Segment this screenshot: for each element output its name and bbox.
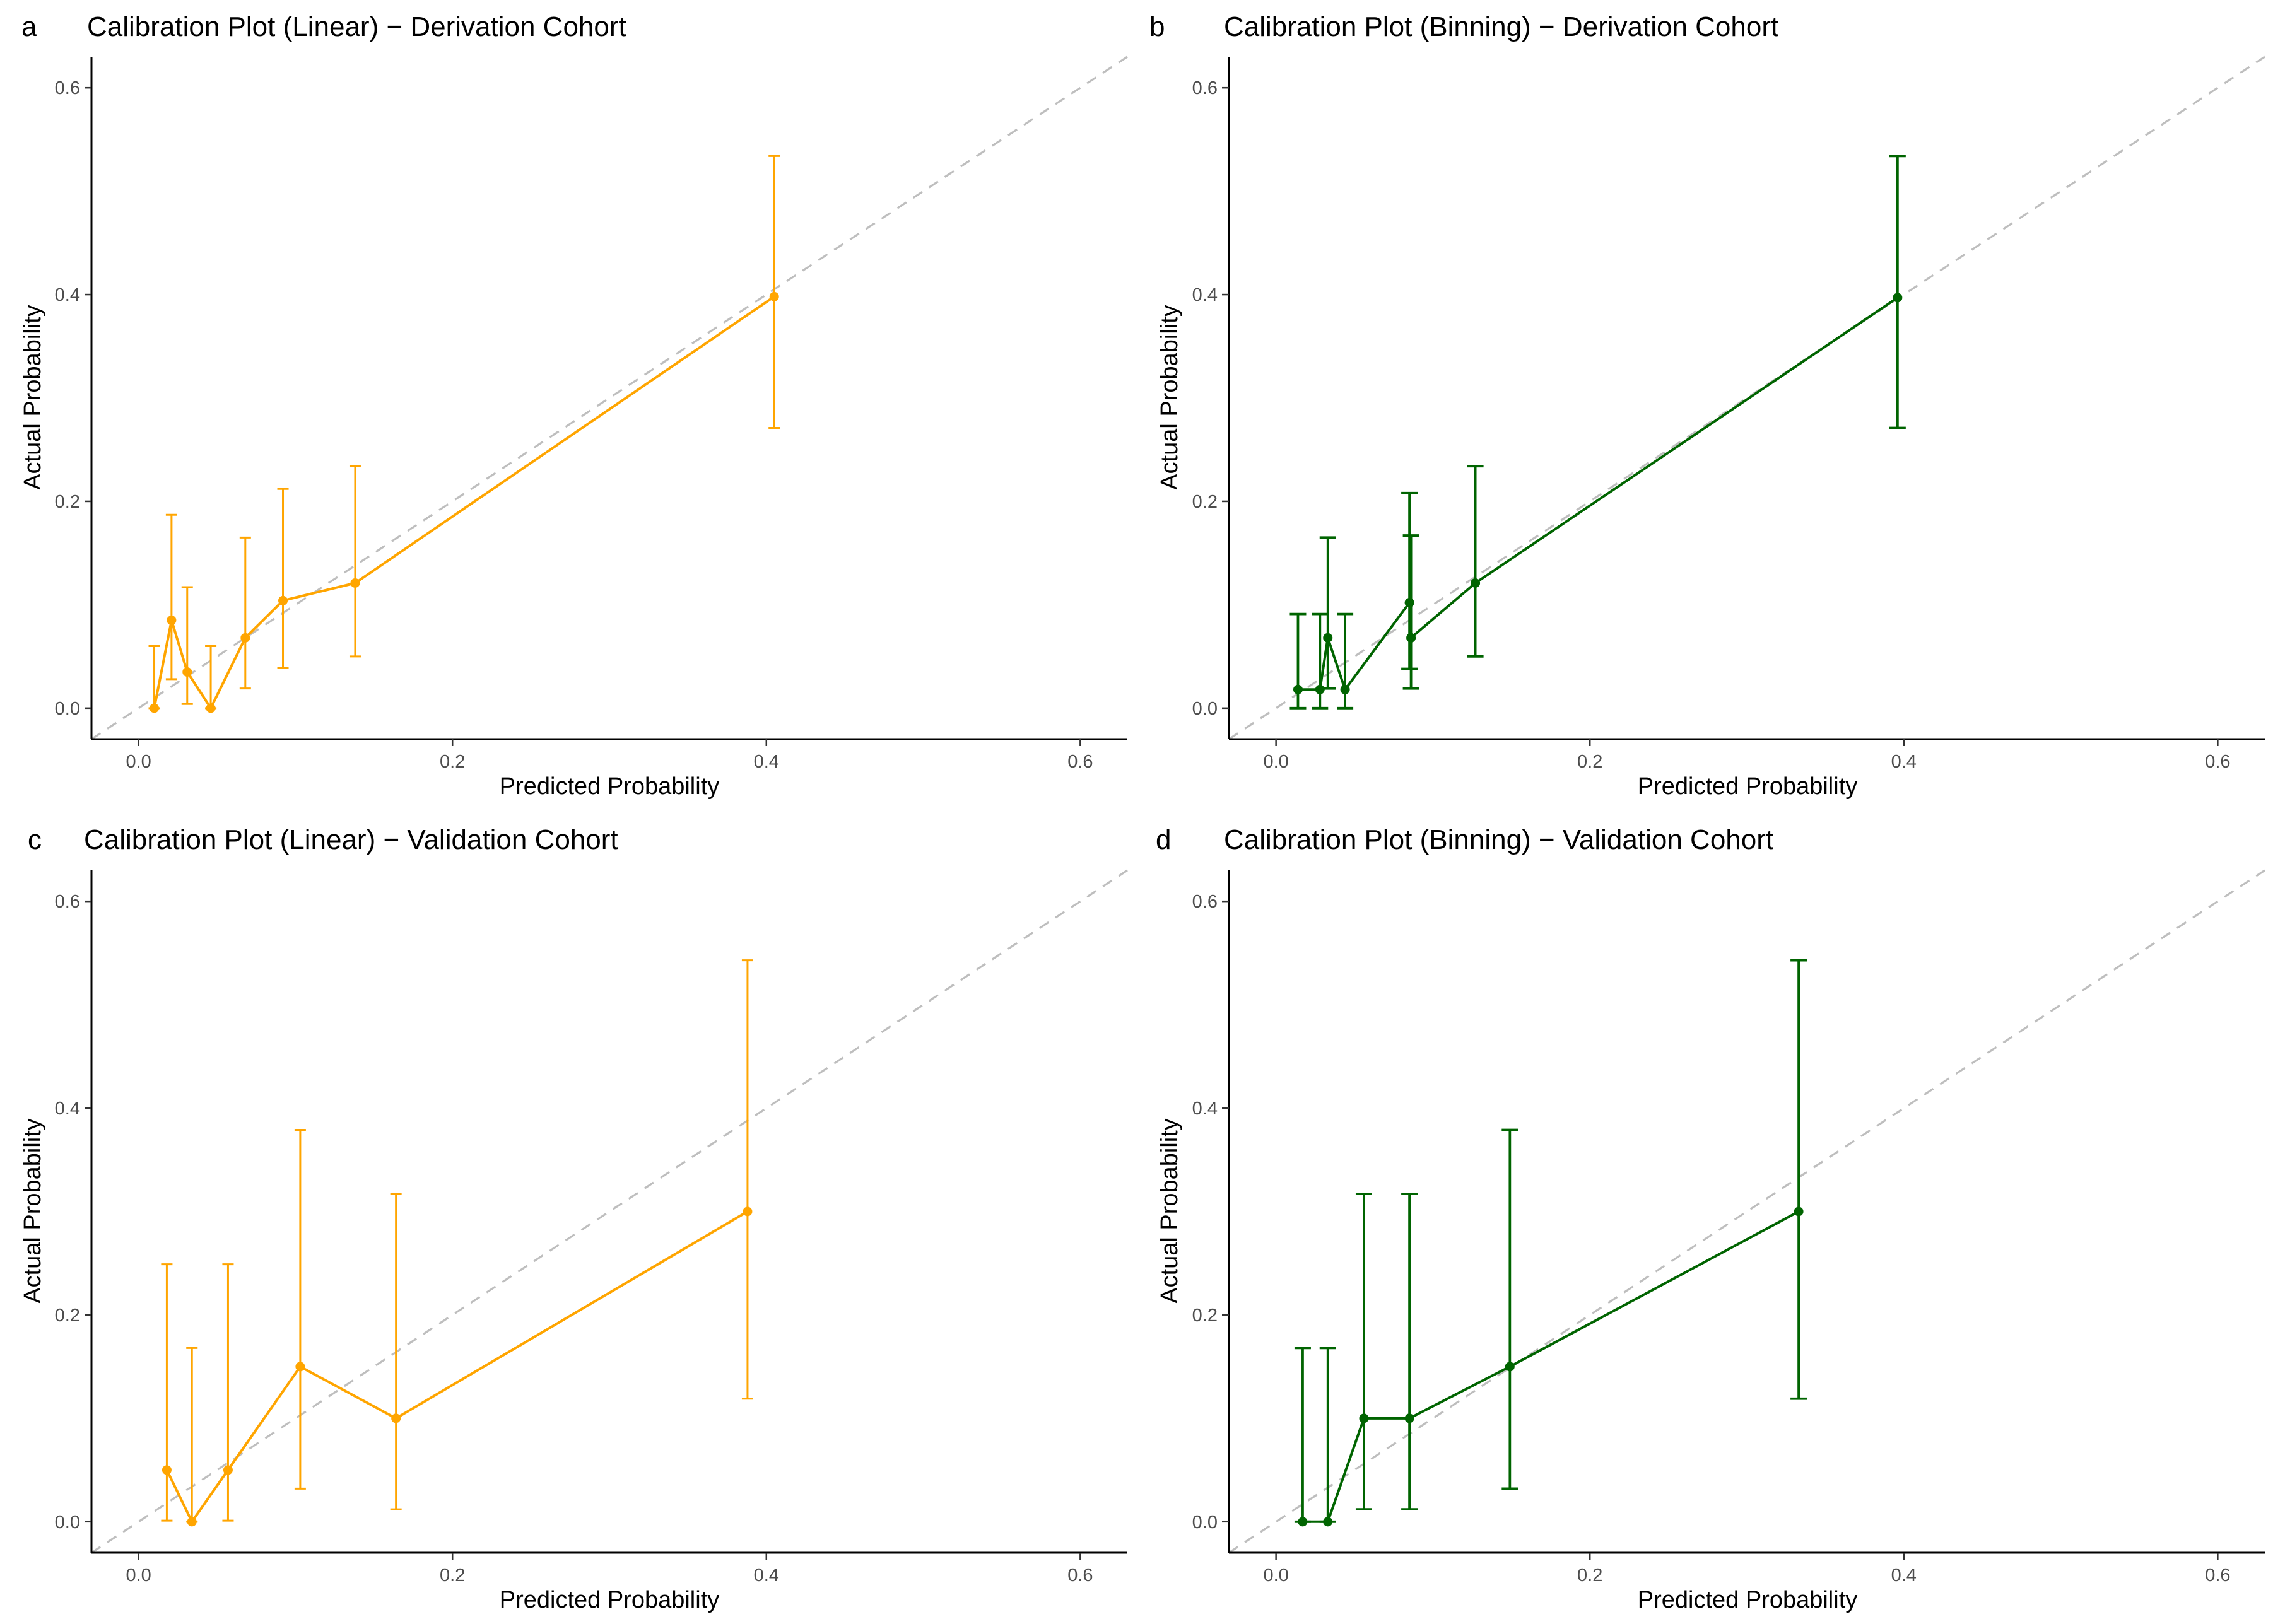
panel-b-point-4: [1404, 598, 1414, 608]
panel-c-xtick-label-2: 0.4: [754, 1565, 779, 1586]
panel-c-point-2: [223, 1465, 233, 1475]
panel-d-xtick-label-1: 0.2: [1577, 1565, 1602, 1586]
panel-c-xtick-label-1: 0.2: [440, 1565, 465, 1586]
panel-a-plot: 0.0 0.2 0.4 0.6 0.0 0.2 0.4 0.6: [55, 55, 1128, 772]
panel-b-xtick-label-2: 0.4: [1891, 752, 1917, 772]
panel-a-ylabel: Actual Probability: [20, 305, 46, 490]
panel-b-series-line: [1298, 296, 1898, 691]
panel-d-ytick-label-2: 0.4: [1192, 1099, 1218, 1119]
panel-b-ytick-label-3: 0.6: [1192, 78, 1218, 98]
panel-d: d Calibration Plot (Binning) − Validatio…: [1156, 824, 2265, 1613]
panel-b-point-1: [1315, 684, 1325, 694]
panel-b-xtick-label-0: 0.0: [1263, 752, 1288, 772]
panel-d-ylabel: Actual Probability: [1156, 1118, 1183, 1304]
panel-b-point-2: [1323, 633, 1333, 643]
panel-d-xtick-label-2: 0.4: [1891, 1565, 1917, 1586]
panel-c-ylabel: Actual Probability: [20, 1118, 46, 1304]
panel-c-point-0: [162, 1465, 172, 1475]
panel-a-point-7: [769, 291, 779, 301]
panel-c-xlabel: Predicted Probability: [500, 1587, 720, 1613]
panel-b-point-7: [1893, 293, 1903, 303]
panel-a-letter: a: [21, 11, 37, 42]
panel-d-title: Calibration Plot (Binning) − Validation …: [1224, 824, 1773, 855]
panel-b-point-5: [1406, 633, 1416, 643]
panel-b-xtick-label-3: 0.6: [2205, 752, 2230, 772]
panel-d-point-3: [1404, 1413, 1414, 1423]
panel-a-xtick-label-0: 0.0: [126, 752, 151, 772]
panel-a-ytick-label-2: 0.4: [55, 285, 80, 305]
panel-c-ytick-label-2: 0.4: [55, 1099, 80, 1119]
panel-d-point-2: [1359, 1413, 1369, 1423]
panel-a-point-6: [350, 578, 360, 588]
panel-c-series-line: [165, 1210, 748, 1523]
panel-b-ytick-label-2: 0.4: [1192, 285, 1218, 305]
panel-c-point-1: [187, 1517, 197, 1527]
panel-a-title: Calibration Plot (Linear) − Derivation C…: [87, 11, 626, 42]
panel-d-ytick-label-1: 0.2: [1192, 1306, 1218, 1326]
panel-d-point-1: [1323, 1517, 1333, 1527]
panel-c-point-4: [391, 1413, 401, 1423]
panel-a-point-5: [278, 595, 288, 605]
panel-c: c Calibration Plot (Linear) − Validation…: [20, 824, 1128, 1613]
panel-a-series-line: [153, 295, 775, 710]
panel-d-xtick-label-3: 0.6: [2205, 1565, 2230, 1586]
panel-a-xlabel: Predicted Probability: [500, 773, 720, 800]
panel-c-point-3: [295, 1362, 305, 1372]
panel-b-plot: 0.0 0.2 0.4 0.6 0.0 0.2 0.4 0.6: [1192, 55, 2265, 772]
panel-a-ytick-label-0: 0.0: [55, 699, 80, 719]
panel-c-ytick-label-0: 0.0: [55, 1512, 80, 1533]
panel-b-point-3: [1340, 684, 1350, 694]
panel-d-xlabel: Predicted Probability: [1638, 1587, 1858, 1613]
panel-b-letter: b: [1149, 11, 1165, 42]
panel-a: a Calibration Plot (Linear) − Derivation…: [20, 11, 1128, 800]
panel-c-ytick-label-1: 0.2: [55, 1306, 80, 1326]
panel-a-ytick-label-1: 0.2: [55, 492, 80, 512]
panel-d-point-0: [1298, 1517, 1308, 1527]
panel-b-title: Calibration Plot (Binning) − Derivation …: [1224, 11, 1778, 42]
panel-b-ylabel: Actual Probability: [1156, 305, 1183, 490]
panel-c-xtick-label-0: 0.0: [126, 1565, 151, 1586]
panel-c-title: Calibration Plot (Linear) − Validation C…: [84, 824, 618, 855]
panel-d-ytick-label-0: 0.0: [1192, 1512, 1218, 1533]
panel-d-xtick-label-0: 0.0: [1263, 1565, 1288, 1586]
panel-a-point-2: [182, 667, 192, 677]
panel-b-ytick-label-0: 0.0: [1192, 699, 1218, 719]
panel-d-ytick-label-3: 0.6: [1192, 892, 1218, 912]
panel-b-ytick-label-1: 0.2: [1192, 492, 1218, 512]
panel-b-xlabel: Predicted Probability: [1638, 773, 1858, 800]
panel-d-point-4: [1505, 1362, 1515, 1372]
panel-d-plot: 0.0 0.2 0.4 0.6 0.0 0.2 0.4 0.6: [1192, 869, 2265, 1586]
panel-d-point-5: [1794, 1206, 1804, 1217]
panel-a-xtick-label-2: 0.4: [754, 752, 779, 772]
panel-b: b Calibration Plot (Binning) − Derivatio…: [1149, 11, 2265, 800]
panel-a-point-4: [240, 633, 250, 643]
panel-a-point-3: [206, 703, 216, 713]
panel-c-plot: 0.0 0.2 0.4 0.6 0.0 0.2 0.4 0.6: [55, 869, 1128, 1586]
panel-b-point-0: [1293, 684, 1303, 694]
panel-c-xtick-label-3: 0.6: [1067, 1565, 1093, 1586]
panel-d-letter: d: [1156, 824, 1171, 855]
panel-c-point-5: [743, 1206, 753, 1217]
panel-a-ytick-label-3: 0.6: [55, 78, 80, 98]
panel-b-point-6: [1471, 578, 1481, 588]
panel-a-point-0: [150, 703, 160, 713]
panel-a-xtick-label-3: 0.6: [1067, 752, 1093, 772]
panel-c-letter: c: [28, 824, 42, 855]
panel-a-xtick-label-1: 0.2: [440, 752, 465, 772]
panel-c-ytick-label-3: 0.6: [55, 892, 80, 912]
panel-a-point-1: [167, 615, 177, 625]
panel-b-xtick-label-1: 0.2: [1577, 752, 1602, 772]
